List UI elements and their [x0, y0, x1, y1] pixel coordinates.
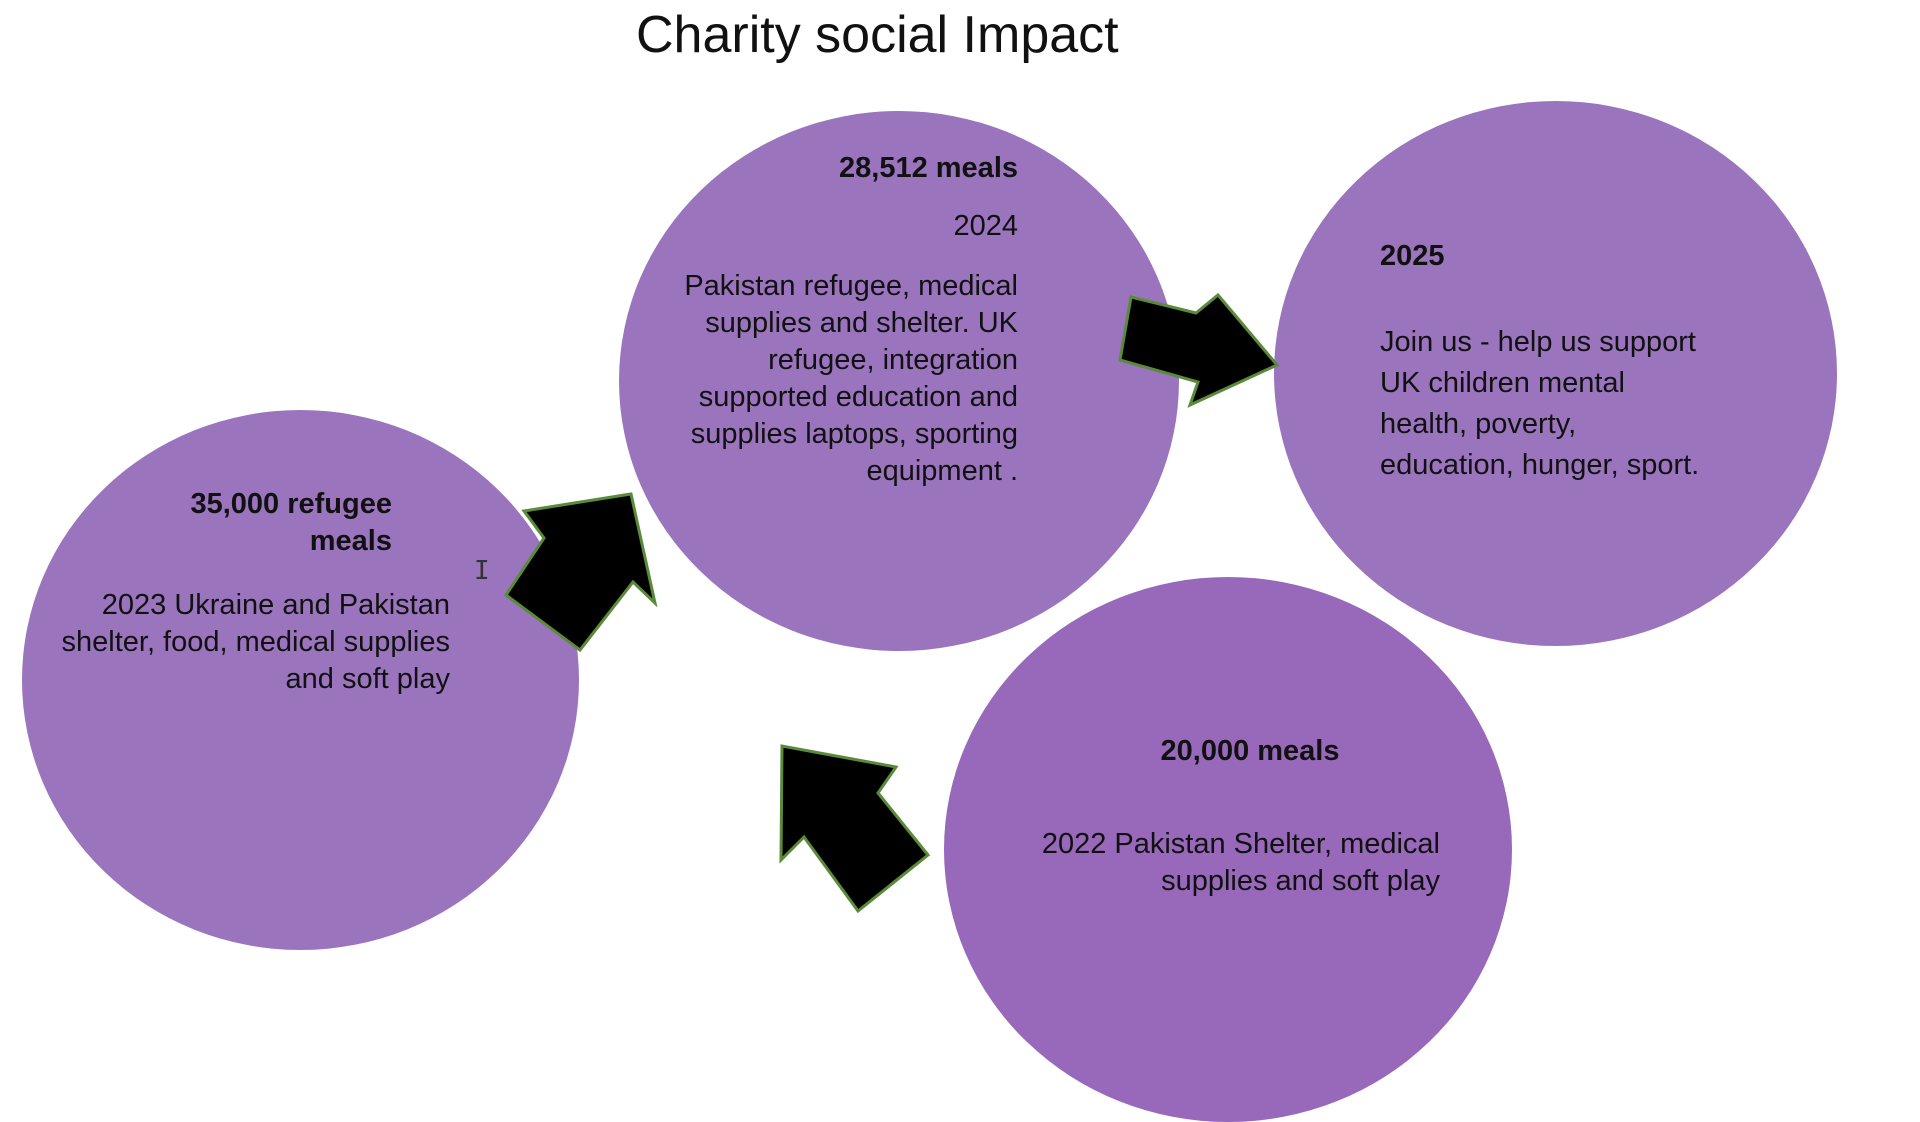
node-2022-heading: 20,000 meals	[1160, 735, 1340, 767]
circle-2025[interactable]	[1274, 101, 1837, 646]
arrow-2024-to-2025[interactable]	[1118, 292, 1280, 408]
page-title: Charity social Impact	[636, 6, 1119, 64]
node-2024-description: Pakistan refugee, medical supplies and s…	[684, 270, 1018, 487]
circle-2023[interactable]	[22, 410, 579, 950]
arrow-2022-to-2023[interactable]	[779, 744, 931, 914]
node-2023-description: 2023 Ukraine and Pakistan shelter, food,…	[61, 589, 451, 695]
node-2022-description: 2022 Pakistan Shelter, medical supplies …	[1041, 828, 1440, 897]
node-2025-description: Join us - help us support UK children me…	[1380, 326, 1700, 481]
circle-2022[interactable]	[944, 577, 1512, 1122]
node-2023-heading: 35,000 refugee meals	[190, 488, 392, 557]
arrow-2023-to-2024[interactable]	[503, 492, 658, 653]
circle-2024[interactable]	[619, 111, 1179, 651]
text-cursor-icon: I	[474, 556, 490, 586]
node-2024-heading: 28,512 meals	[839, 152, 1018, 184]
node-2024-year: 2024	[953, 210, 1018, 242]
node-2025-heading: 2025	[1380, 240, 1445, 272]
